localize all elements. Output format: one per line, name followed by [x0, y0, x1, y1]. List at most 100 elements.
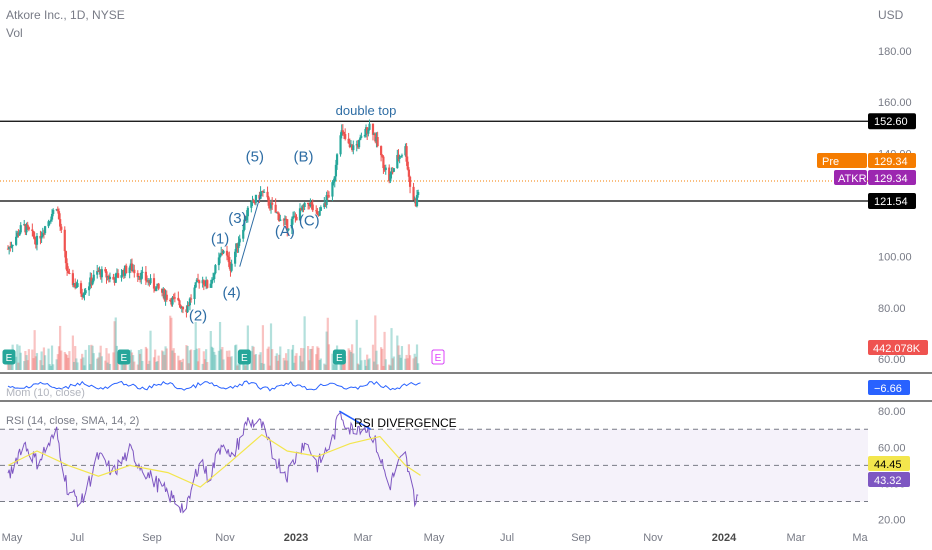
volume-bar: [50, 345, 54, 370]
volume-bar: [76, 362, 79, 370]
x-tick-label: Jul: [70, 532, 84, 544]
x-tick-label: Mar: [787, 532, 806, 544]
candle-body: [367, 129, 370, 134]
volume-bar: [269, 323, 273, 370]
candle-body: [187, 305, 190, 307]
wave-label: (3): [228, 210, 246, 227]
candle-body: [309, 202, 312, 207]
candle-body: [125, 265, 128, 274]
volume-bar: [347, 348, 350, 370]
volume-bar: [300, 347, 303, 370]
rsi-title: RSI (14, close, SMA, 14, 2): [6, 415, 139, 427]
candle-body: [222, 250, 225, 254]
candle-body: [64, 251, 68, 264]
candle-body: [144, 271, 147, 281]
volume-bar: [25, 355, 28, 370]
candle-body: [396, 155, 399, 169]
y-tick-label: 100.00: [878, 251, 912, 263]
badge-text: 43.32: [874, 475, 902, 487]
candle-body: [17, 232, 20, 236]
volume-bar: [404, 358, 407, 370]
candle-body: [266, 191, 269, 198]
volume-bar: [71, 335, 74, 370]
volume-bar: [63, 352, 66, 370]
candle-body: [286, 219, 289, 231]
x-tick-label: Jul: [500, 532, 514, 544]
candle-body: [149, 278, 152, 284]
candle-body: [108, 276, 112, 280]
volume-bar: [163, 354, 166, 370]
volume-bar: [57, 346, 61, 370]
candle-body: [56, 209, 59, 212]
candle-body: [178, 300, 181, 306]
candle-body: [319, 207, 322, 211]
volume-bar: [88, 345, 91, 370]
candle-body: [67, 270, 70, 274]
volume-bar: [308, 360, 311, 370]
volume-bar: [408, 355, 412, 370]
volume-bar: [202, 351, 205, 370]
badge-box: [868, 193, 916, 210]
volume-bar: [309, 348, 312, 370]
earnings-icon: E: [117, 349, 131, 365]
candle-body: [269, 202, 273, 209]
volume-bar: [227, 356, 230, 370]
candle-body: [8, 246, 11, 249]
candle-body: [82, 294, 85, 297]
candle-body: [381, 155, 384, 157]
volume-bar: [250, 351, 253, 370]
volume-bar: [72, 361, 76, 370]
volume-bar: [406, 358, 409, 370]
badge-box: [868, 380, 910, 395]
volume-bar: [154, 349, 157, 370]
candle-body: [130, 263, 134, 272]
candle-body: [340, 130, 343, 136]
volume-bar: [327, 344, 331, 370]
volume-bar: [84, 349, 87, 370]
volume-bar: [172, 348, 175, 370]
volume-bar: [414, 356, 417, 370]
volume-bar: [193, 350, 196, 370]
x-tick-label: 2023: [284, 532, 308, 544]
candle-body: [384, 167, 387, 171]
volume-bar: [356, 363, 360, 370]
badge-text: 152.60: [874, 116, 908, 128]
candle-body: [104, 269, 107, 272]
y-tick-label: 80.00: [878, 303, 906, 315]
badge-value-text: 129.34: [874, 156, 908, 168]
volume-bar: [114, 317, 117, 370]
candle-body: [331, 182, 334, 197]
candle-body: [298, 208, 302, 221]
volume-bar: [180, 362, 183, 370]
volume-bar: [363, 359, 366, 370]
candle-body: [414, 198, 417, 207]
candle-body: [171, 297, 174, 305]
volume-bar: [42, 347, 46, 370]
volume-bar: [32, 358, 35, 370]
earnings-marker-letter: E: [336, 353, 343, 364]
volume-bar: [148, 360, 151, 370]
candle-body: [47, 221, 50, 227]
rsi-y-tick-label: 20.00: [878, 515, 906, 527]
volume-bar: [195, 348, 198, 370]
volume-bar: [392, 356, 395, 370]
volume-bar: [115, 345, 119, 370]
volume-bar: [164, 346, 167, 370]
candle-body: [76, 283, 79, 288]
volume-bar: [351, 344, 354, 370]
volume-bar: [222, 359, 225, 370]
annotations: (1)(2)(3)(4)(5)(A)(B)(C)double topEEEEEE: [2, 103, 445, 365]
volume-bar: [246, 325, 249, 370]
volume-bar: [303, 316, 306, 370]
volume-bar: [245, 362, 248, 370]
volume-bar: [373, 361, 376, 370]
volume-bar: [302, 348, 305, 370]
candle-body: [177, 297, 180, 301]
price-candles: [6, 119, 420, 318]
candle-body: [49, 219, 52, 222]
volume-bar: [106, 362, 109, 370]
candle-body: [138, 276, 142, 280]
volume-bar: [236, 365, 239, 370]
candle-body: [48, 221, 51, 223]
volume-bar: [194, 321, 197, 370]
